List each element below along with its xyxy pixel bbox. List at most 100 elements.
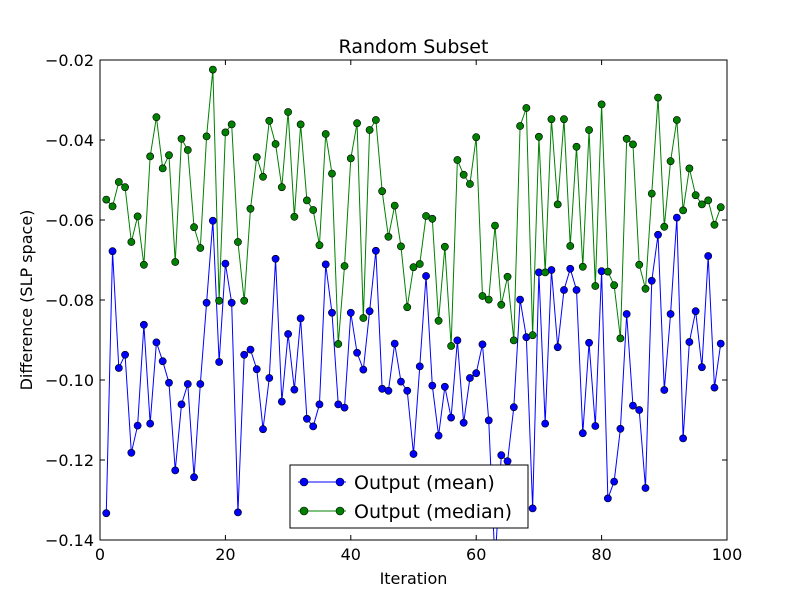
data-point-0 — [509, 403, 518, 412]
data-point-0 — [384, 386, 393, 395]
data-point-0 — [641, 484, 650, 492]
data-point-0 — [397, 377, 405, 386]
data-point-0 — [202, 298, 211, 307]
data-point-1 — [459, 170, 468, 179]
legend-marker-median — [299, 506, 309, 516]
data-point-1 — [146, 152, 155, 161]
data-point-0 — [315, 400, 324, 409]
data-point-0 — [246, 345, 255, 354]
data-point-0 — [234, 508, 242, 517]
data-point-0 — [146, 419, 155, 428]
data-point-0 — [127, 448, 136, 457]
data-point-0 — [121, 350, 129, 359]
data-point-1 — [359, 314, 368, 322]
data-point-1 — [710, 220, 719, 229]
data-point-0 — [447, 413, 456, 422]
data-point-1 — [390, 201, 399, 210]
data-point-0 — [409, 450, 418, 458]
data-point-0 — [353, 348, 361, 357]
data-point-1 — [252, 153, 261, 162]
data-point-1 — [522, 104, 531, 112]
data-point-0 — [190, 473, 198, 482]
data-point-1 — [591, 282, 600, 290]
legend-label-mean: Output (mean) — [354, 472, 495, 494]
data-point-1 — [190, 223, 198, 232]
data-point-1 — [384, 232, 393, 241]
data-point-1 — [108, 202, 117, 211]
data-point-0 — [647, 276, 656, 285]
legend-marker-median — [335, 506, 345, 516]
data-point-1 — [660, 222, 669, 231]
data-point-1 — [171, 258, 180, 266]
data-point-1 — [610, 281, 619, 290]
data-point-1 — [453, 156, 462, 164]
data-point-0 — [691, 307, 700, 316]
data-point-0 — [196, 380, 205, 388]
data-point-0 — [704, 252, 713, 260]
data-point-1 — [497, 300, 506, 309]
data-point-0 — [271, 254, 280, 263]
data-point-0 — [365, 307, 374, 316]
data-point-1 — [566, 242, 575, 250]
data-point-1 — [158, 164, 167, 173]
data-point-0 — [102, 509, 111, 518]
data-point-0 — [158, 357, 167, 366]
data-point-0 — [240, 350, 249, 359]
data-point-1 — [234, 238, 242, 246]
data-point-0 — [503, 457, 512, 466]
data-point-1 — [353, 119, 361, 128]
data-point-1 — [503, 272, 512, 281]
data-point-1 — [616, 334, 625, 343]
data-point-1 — [415, 260, 424, 268]
data-point-1 — [246, 204, 255, 213]
data-point-0 — [290, 385, 299, 394]
data-point-1 — [597, 100, 606, 109]
data-point-1 — [484, 295, 493, 304]
data-point-1 — [271, 140, 280, 148]
data-point-1 — [560, 115, 568, 124]
data-point-0 — [208, 216, 217, 225]
data-point-1 — [635, 260, 644, 269]
data-point-1 — [114, 178, 123, 186]
data-point-1 — [434, 316, 443, 325]
y-tick-label: −0.08 — [45, 291, 94, 310]
data-point-1 — [409, 263, 418, 272]
data-point-1 — [397, 242, 405, 251]
data-point-0 — [478, 340, 487, 349]
data-point-1 — [221, 128, 230, 137]
data-point-1 — [133, 212, 142, 221]
data-point-0 — [685, 338, 694, 346]
data-point-1 — [183, 146, 192, 154]
data-point-0 — [610, 477, 619, 486]
data-point-1 — [202, 132, 211, 141]
data-point-1 — [679, 206, 688, 215]
chart-title: Random Subset — [339, 36, 489, 58]
data-point-1 — [698, 200, 706, 209]
legend: Output (mean) Output (median) — [289, 464, 529, 529]
data-point-1 — [603, 267, 612, 276]
data-point-1 — [428, 214, 437, 223]
data-point-1 — [535, 132, 543, 141]
data-point-0 — [440, 382, 449, 391]
legend-box — [289, 464, 529, 529]
data-point-0 — [328, 308, 336, 317]
data-point-0 — [165, 378, 173, 387]
tick-layer: 0 20 40 60 80 100 −0.14 −0.12 −0.10 −0.08 −0.06 −0.… — [45, 51, 742, 564]
data-point-1 — [328, 169, 336, 178]
data-point-0 — [227, 298, 236, 307]
data-point-1 — [102, 195, 111, 204]
data-point-1 — [303, 196, 311, 205]
data-point-0 — [296, 314, 305, 323]
data-point-0 — [672, 213, 681, 222]
data-point-1 — [691, 191, 700, 200]
data-point-1 — [259, 172, 267, 181]
data-point-1 — [403, 303, 412, 312]
data-point-1 — [440, 242, 449, 251]
data-point-0 — [466, 374, 474, 382]
data-point-0 — [108, 247, 117, 256]
data-point-1 — [284, 108, 292, 116]
x-tick-label: 0 — [95, 545, 105, 564]
data-point-1 — [340, 262, 349, 270]
y-tick-label: −0.04 — [45, 131, 94, 150]
data-point-1 — [641, 284, 650, 293]
